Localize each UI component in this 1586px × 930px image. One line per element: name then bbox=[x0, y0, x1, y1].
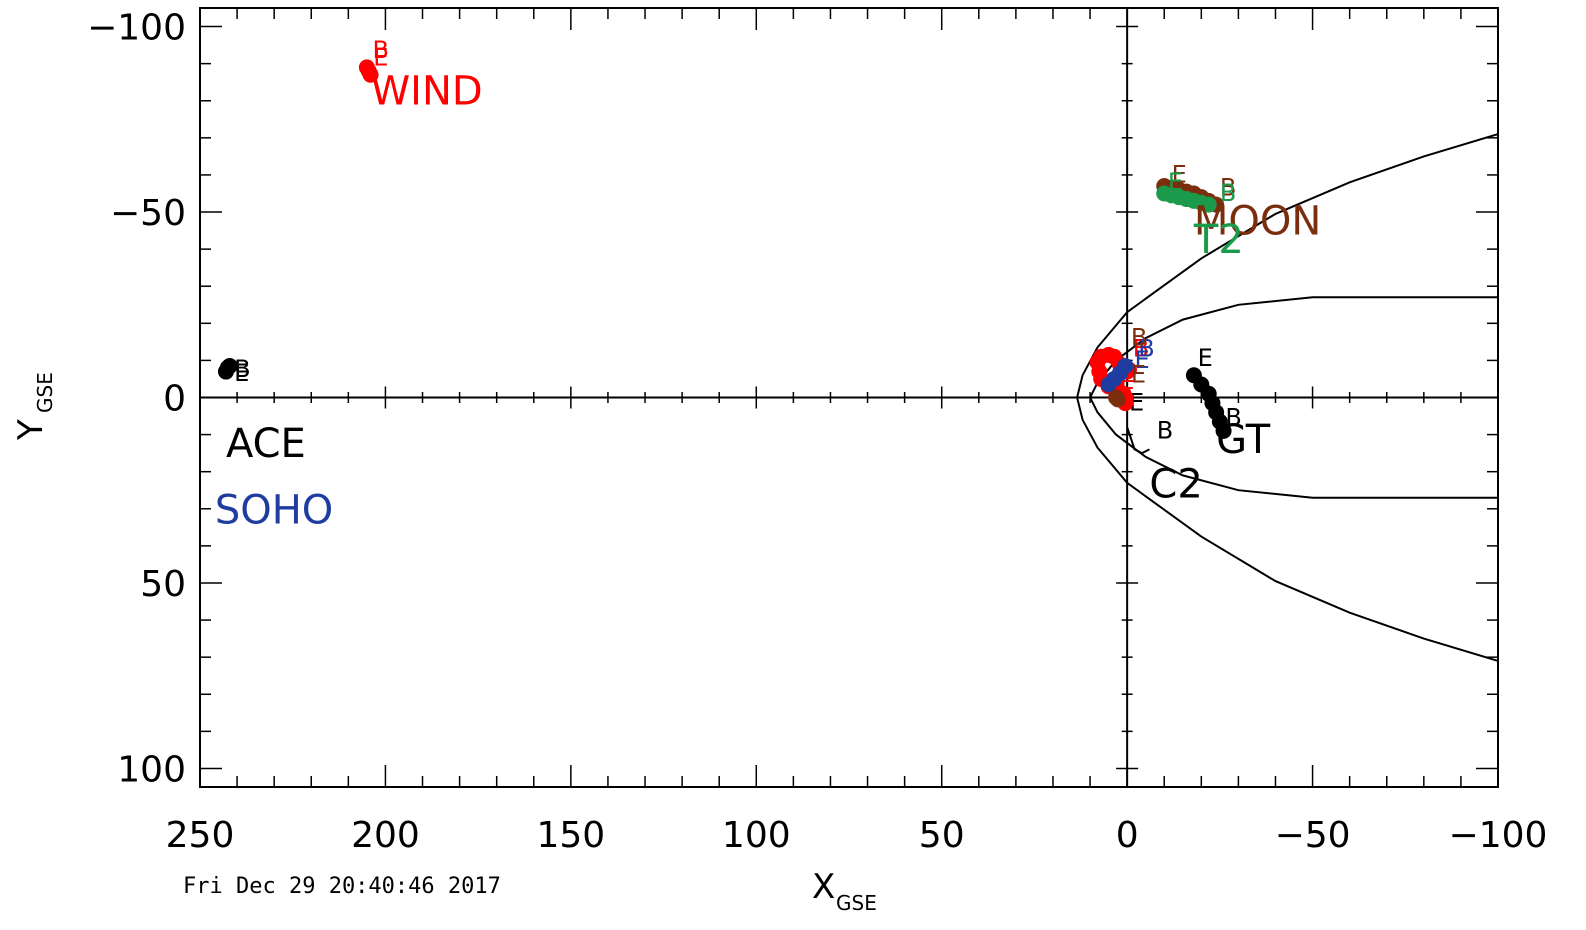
wind-end-marker: E bbox=[373, 43, 388, 71]
y-tick-label: 0 bbox=[163, 379, 186, 420]
track-end-marker: E bbox=[1131, 361, 1146, 389]
wind-position-point bbox=[362, 66, 379, 83]
x-axis-title-main: X bbox=[812, 867, 835, 907]
ace-label: ACE bbox=[226, 421, 306, 467]
axes: 250 200 150 100 50 0 −50 −100 −100 −50 0 50 100 bbox=[87, 7, 1548, 856]
gt-begin-marker: B bbox=[1225, 403, 1241, 431]
gt-end-marker: E bbox=[1198, 344, 1213, 372]
moon-end-marker: E bbox=[1172, 160, 1187, 188]
y-axis-title: Y GSE bbox=[11, 372, 57, 441]
x-axis-title: X GSE bbox=[812, 867, 877, 915]
x-tick-label: 100 bbox=[722, 815, 791, 856]
ace-position-point bbox=[221, 357, 238, 374]
track-position-point bbox=[1109, 391, 1126, 408]
t2-begin-marker: B bbox=[1220, 179, 1236, 207]
y-tick-label: −100 bbox=[87, 8, 186, 49]
ace-end-marker: E bbox=[234, 359, 249, 387]
y-axis-title-sub: GSE bbox=[33, 372, 57, 413]
x-tick-label: 150 bbox=[536, 815, 605, 856]
moon-label: MOON bbox=[1194, 198, 1321, 244]
x-tick-label: 50 bbox=[919, 815, 965, 856]
moon-begin-marker: B bbox=[1220, 173, 1236, 201]
ace-begin-marker: B bbox=[234, 355, 250, 383]
wind-label: WIND bbox=[371, 68, 483, 114]
x-tick-label: 0 bbox=[1116, 815, 1139, 856]
x-tick-label: −50 bbox=[1275, 815, 1351, 856]
x-tick-label: −100 bbox=[1449, 815, 1548, 856]
track-begin-marker: B bbox=[1131, 324, 1147, 352]
track-position-point bbox=[1117, 357, 1134, 374]
y-tick-label: −50 bbox=[110, 193, 186, 234]
y-axis-title-main: Y bbox=[11, 419, 51, 441]
track-begin-marker: B bbox=[1133, 335, 1149, 363]
track-end-marker: E bbox=[1135, 346, 1150, 374]
track-begin-marker: B bbox=[1138, 335, 1154, 363]
wind-begin-marker: B bbox=[372, 36, 388, 64]
y-tick-label: 50 bbox=[140, 564, 186, 605]
t2-end-marker: E bbox=[1168, 168, 1183, 196]
x-tick-label: 200 bbox=[351, 815, 420, 856]
x-tick-label: 250 bbox=[166, 815, 235, 856]
gt-position-point bbox=[1215, 422, 1232, 439]
c2-label: C2 bbox=[1149, 462, 1202, 508]
t2-position-point bbox=[1200, 196, 1217, 213]
c2-begin-marker: B bbox=[1157, 416, 1173, 444]
c2-orbit-track bbox=[1126, 426, 1150, 455]
timestamp: Fri Dec 29 20:40:46 2017 bbox=[183, 874, 501, 899]
t2-label: T2 bbox=[1193, 217, 1244, 263]
y-tick-label: 100 bbox=[117, 749, 186, 790]
x-axis-title-sub: GSE bbox=[836, 891, 877, 915]
soho-label: SOHO bbox=[215, 488, 333, 534]
gt-label: GT bbox=[1216, 417, 1271, 463]
